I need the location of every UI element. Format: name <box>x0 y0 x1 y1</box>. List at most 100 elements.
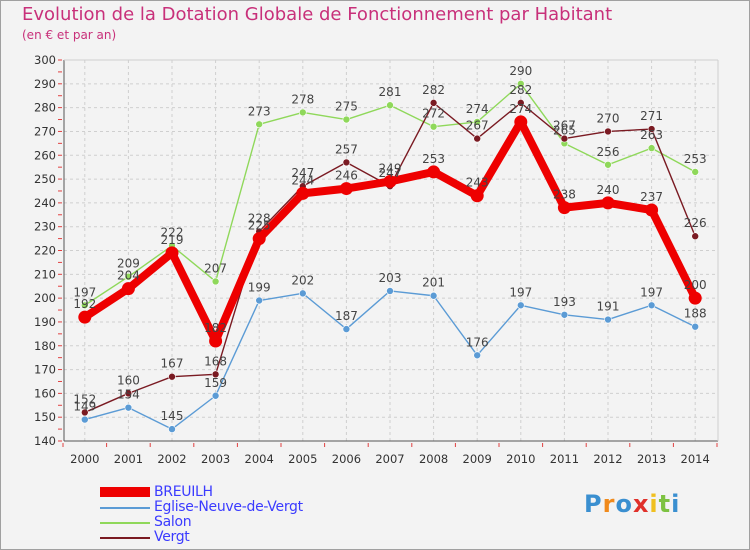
data-label: 253 <box>422 152 445 166</box>
data-label: 201 <box>422 276 445 290</box>
data-point <box>342 158 351 167</box>
y-tick-label: 280 <box>34 101 56 115</box>
data-label: 253 <box>684 152 707 166</box>
legend-label-salon: Salon <box>154 514 192 530</box>
data-label: 272 <box>422 107 445 121</box>
data-point <box>211 370 220 379</box>
y-tick-label: 220 <box>34 244 56 258</box>
data-label: 199 <box>248 281 271 295</box>
data-point <box>81 301 89 310</box>
data-label: 225 <box>248 219 271 233</box>
data-point <box>514 115 528 129</box>
y-tick-label: 150 <box>34 410 56 424</box>
data-label: 193 <box>553 295 576 309</box>
data-point <box>124 389 133 398</box>
data-point <box>298 108 307 117</box>
data-label: 191 <box>597 300 620 314</box>
data-label: 240 <box>597 183 620 197</box>
chart-subtitle: (en € et par an) <box>22 28 117 42</box>
data-point <box>691 168 700 176</box>
y-tick-label: 140 <box>34 434 56 448</box>
x-tick-label: 2004 <box>245 452 274 466</box>
data-label: 271 <box>640 109 663 123</box>
x-tick-label: 2006 <box>332 452 361 466</box>
logo-letter: i <box>671 490 681 518</box>
data-label: 274 <box>509 102 532 116</box>
data-label: 159 <box>204 376 227 390</box>
y-tick-label: 240 <box>34 196 56 210</box>
data-point <box>383 174 397 188</box>
data-label: 204 <box>117 269 140 283</box>
data-label: 267 <box>466 119 489 133</box>
data-label: 278 <box>291 92 314 106</box>
data-label: 270 <box>597 111 620 125</box>
logo-letter: o <box>615 490 633 518</box>
data-label: 281 <box>379 85 402 99</box>
data-point <box>342 115 351 124</box>
data-label: 176 <box>466 335 489 349</box>
data-label: 219 <box>161 233 184 247</box>
series-lines <box>78 80 702 433</box>
logo-letter: x <box>632 490 650 518</box>
y-tick-label: 250 <box>34 172 56 186</box>
x-tick-label: 2009 <box>463 452 492 466</box>
y-tick-label: 270 <box>34 124 56 138</box>
data-point <box>429 291 438 300</box>
data-label: 168 <box>204 354 227 368</box>
data-point <box>165 246 179 260</box>
data-point <box>209 334 223 348</box>
x-tick-label: 2012 <box>593 452 622 466</box>
x-tick-label: 2014 <box>681 452 710 466</box>
legend-label-breuilh: BREUILH <box>154 484 213 500</box>
legend-label-eglise: Eglise-Neuve-de-Vergt <box>154 499 303 515</box>
y-tick-label: 290 <box>34 77 56 91</box>
data-label: 257 <box>335 142 358 156</box>
data-label: 192 <box>73 297 96 311</box>
data-point <box>78 310 92 324</box>
y-tick-label: 300 <box>34 53 56 67</box>
data-label: 267 <box>553 119 576 133</box>
data-label: 200 <box>684 278 707 292</box>
data-label: 167 <box>161 357 184 371</box>
x-tick-label: 2005 <box>288 452 317 466</box>
x-tick-label: 2002 <box>157 452 186 466</box>
data-label: 246 <box>335 169 358 183</box>
data-label: 226 <box>684 216 707 230</box>
legend-swatch-vergt <box>100 537 150 539</box>
data-point <box>429 122 438 131</box>
data-point <box>557 201 571 215</box>
y-tick-label: 260 <box>34 148 56 162</box>
data-point <box>298 289 307 298</box>
data-label: 222 <box>161 226 184 240</box>
data-labels: 149 154 145 159 199 202 187 203 201 176 197 193 191 1… <box>73 64 706 423</box>
chart-title: Evolution de la Dotation Globale de Fonc… <box>22 4 613 25</box>
data-label: 238 <box>553 188 576 202</box>
data-point <box>124 403 133 412</box>
axes: 140 150 160 170 180 190 200 210 220 230 240 250 260 2… <box>34 53 719 466</box>
data-label: 247 <box>291 166 314 180</box>
data-label: 197 <box>73 285 96 299</box>
logo-letter: t <box>658 490 672 518</box>
data-label: 256 <box>597 145 620 159</box>
data-label: 249 <box>379 161 402 175</box>
logo-letter: P <box>584 490 603 518</box>
data-point <box>604 127 612 136</box>
data-label: 265 <box>553 123 576 137</box>
data-point <box>473 134 482 143</box>
y-tick-label: 180 <box>34 339 56 353</box>
data-point <box>81 408 89 417</box>
data-point <box>211 391 220 400</box>
data-label: 182 <box>204 321 227 335</box>
x-tick-label: 2010 <box>506 452 535 466</box>
data-point <box>516 99 525 107</box>
data-label: 202 <box>291 273 314 287</box>
data-point <box>560 134 569 143</box>
data-point <box>647 125 656 133</box>
data-point <box>516 301 525 310</box>
data-point <box>121 282 135 296</box>
data-label: 237 <box>640 190 663 204</box>
data-label: 203 <box>379 271 402 285</box>
x-tick-label: 2013 <box>637 452 666 466</box>
x-tick-label: 2011 <box>550 452 579 466</box>
legend-swatch-breuilh <box>100 487 150 497</box>
